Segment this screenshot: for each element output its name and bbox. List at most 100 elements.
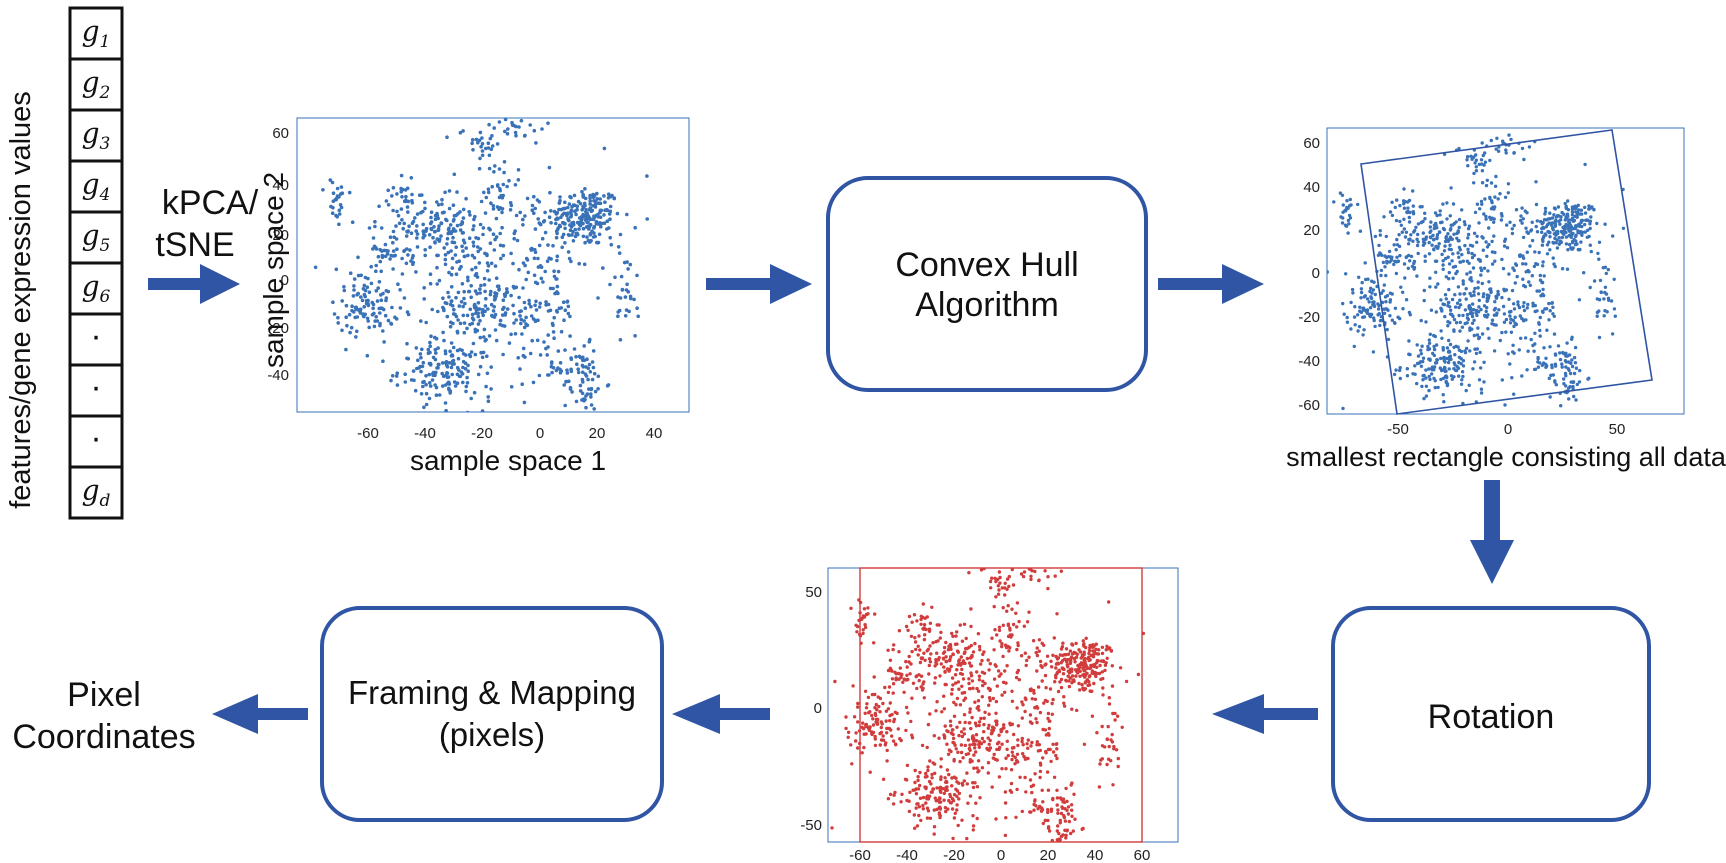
plot2-point [1504,330,1508,334]
plot1-point [430,378,435,382]
plot3-point [1078,688,1082,692]
plot3-point [986,726,990,730]
plot1-point [445,236,450,241]
plot1-point [492,126,497,130]
plot3-point [946,752,951,756]
plot2-point [1562,351,1566,356]
plot2-point [1568,371,1573,376]
plot2-point [1524,262,1528,266]
plot3-point [904,705,909,710]
plot2-point [1342,312,1346,316]
plot1-point [365,285,370,290]
plot1-point [578,201,583,206]
plot1-point [471,148,475,152]
plot3-point [1052,775,1057,779]
plot1-point [428,350,432,355]
plot3-point [907,799,911,803]
plot3-point [861,628,865,632]
plot1-point [469,396,474,401]
plot1-point [602,194,606,198]
plot2-point [1458,298,1462,302]
plot3-point [972,766,976,770]
plot3-point [955,642,959,646]
plot1-point [575,362,579,367]
plot2-point [1533,309,1537,314]
plot2-point [1482,304,1487,308]
plot3-point [1010,633,1014,637]
plot3-point [928,621,933,625]
plot3-point [938,636,942,640]
plot2-point [1479,273,1483,277]
plot3-point [870,730,874,734]
plot2-point [1577,380,1582,384]
plot3-point [942,694,946,698]
plot2-point [1580,218,1585,223]
plot2-point [1580,212,1584,216]
plot1-point [529,304,533,309]
plot2-point [1479,199,1484,204]
plot3-point [1001,606,1005,610]
plot2-point [1446,232,1450,236]
plot3-point [997,775,1002,779]
plot3-point [949,731,954,735]
plot2-point [1403,276,1407,280]
plot3-point [1059,811,1064,816]
plot1-point [509,332,513,337]
plot1-point [599,208,604,213]
plot2-point [1557,242,1562,246]
plot3-point [861,721,865,725]
plot1-point [398,306,403,310]
plot3-point [1044,662,1048,666]
plot3-point [1049,665,1054,669]
plot1-point [567,379,571,384]
plot3-point [890,669,894,673]
plot3-point [1011,622,1016,627]
plot1-point [414,346,419,350]
plot3-point [1048,719,1052,723]
plot2-point [1394,368,1398,372]
pixel-coordinates-line2: Coordinates [12,718,195,756]
plot1-point [521,346,526,351]
plot2-point [1550,363,1554,367]
plot3-point [921,627,925,631]
plot1-point [533,303,537,308]
plot3-point [871,723,876,727]
plot2-point [1413,364,1417,368]
plot1-point [628,262,633,267]
plot1-point [352,284,356,288]
plot3-point [1111,783,1115,787]
plot1-point [549,257,553,261]
plot1-point [441,296,445,301]
plot3-point [918,796,923,800]
plot2-point [1349,300,1353,305]
plot1-point [424,382,428,387]
plot3-point [993,757,997,761]
plot1-point [440,361,445,365]
plot2-point [1483,151,1487,155]
plot1-point [477,261,482,265]
plot1-point [577,216,582,220]
plot3-point [965,836,969,841]
plot3-point [1038,769,1043,774]
plot1-point [498,318,503,323]
plot1-point [366,319,371,323]
plot3-point [881,701,885,706]
plot3-point [1004,816,1008,820]
plot2-point [1583,222,1587,227]
plot2-point [1339,215,1343,219]
plot2-point [1540,280,1545,285]
plot1-point [378,247,383,252]
plot3-point [901,680,905,684]
plot3-point [916,775,920,779]
plot2-point [1477,298,1482,303]
plot3-point [927,663,931,668]
plot2-point [1405,374,1410,378]
plot2-point [1561,229,1565,234]
plot1-ytick: 20 [272,227,289,244]
plot2-point [1516,303,1520,307]
plot3-point [1003,833,1008,838]
plot1-point [580,363,585,368]
plot1-point [522,300,527,305]
plot3-point [1007,649,1011,653]
plot3-point [922,680,926,684]
